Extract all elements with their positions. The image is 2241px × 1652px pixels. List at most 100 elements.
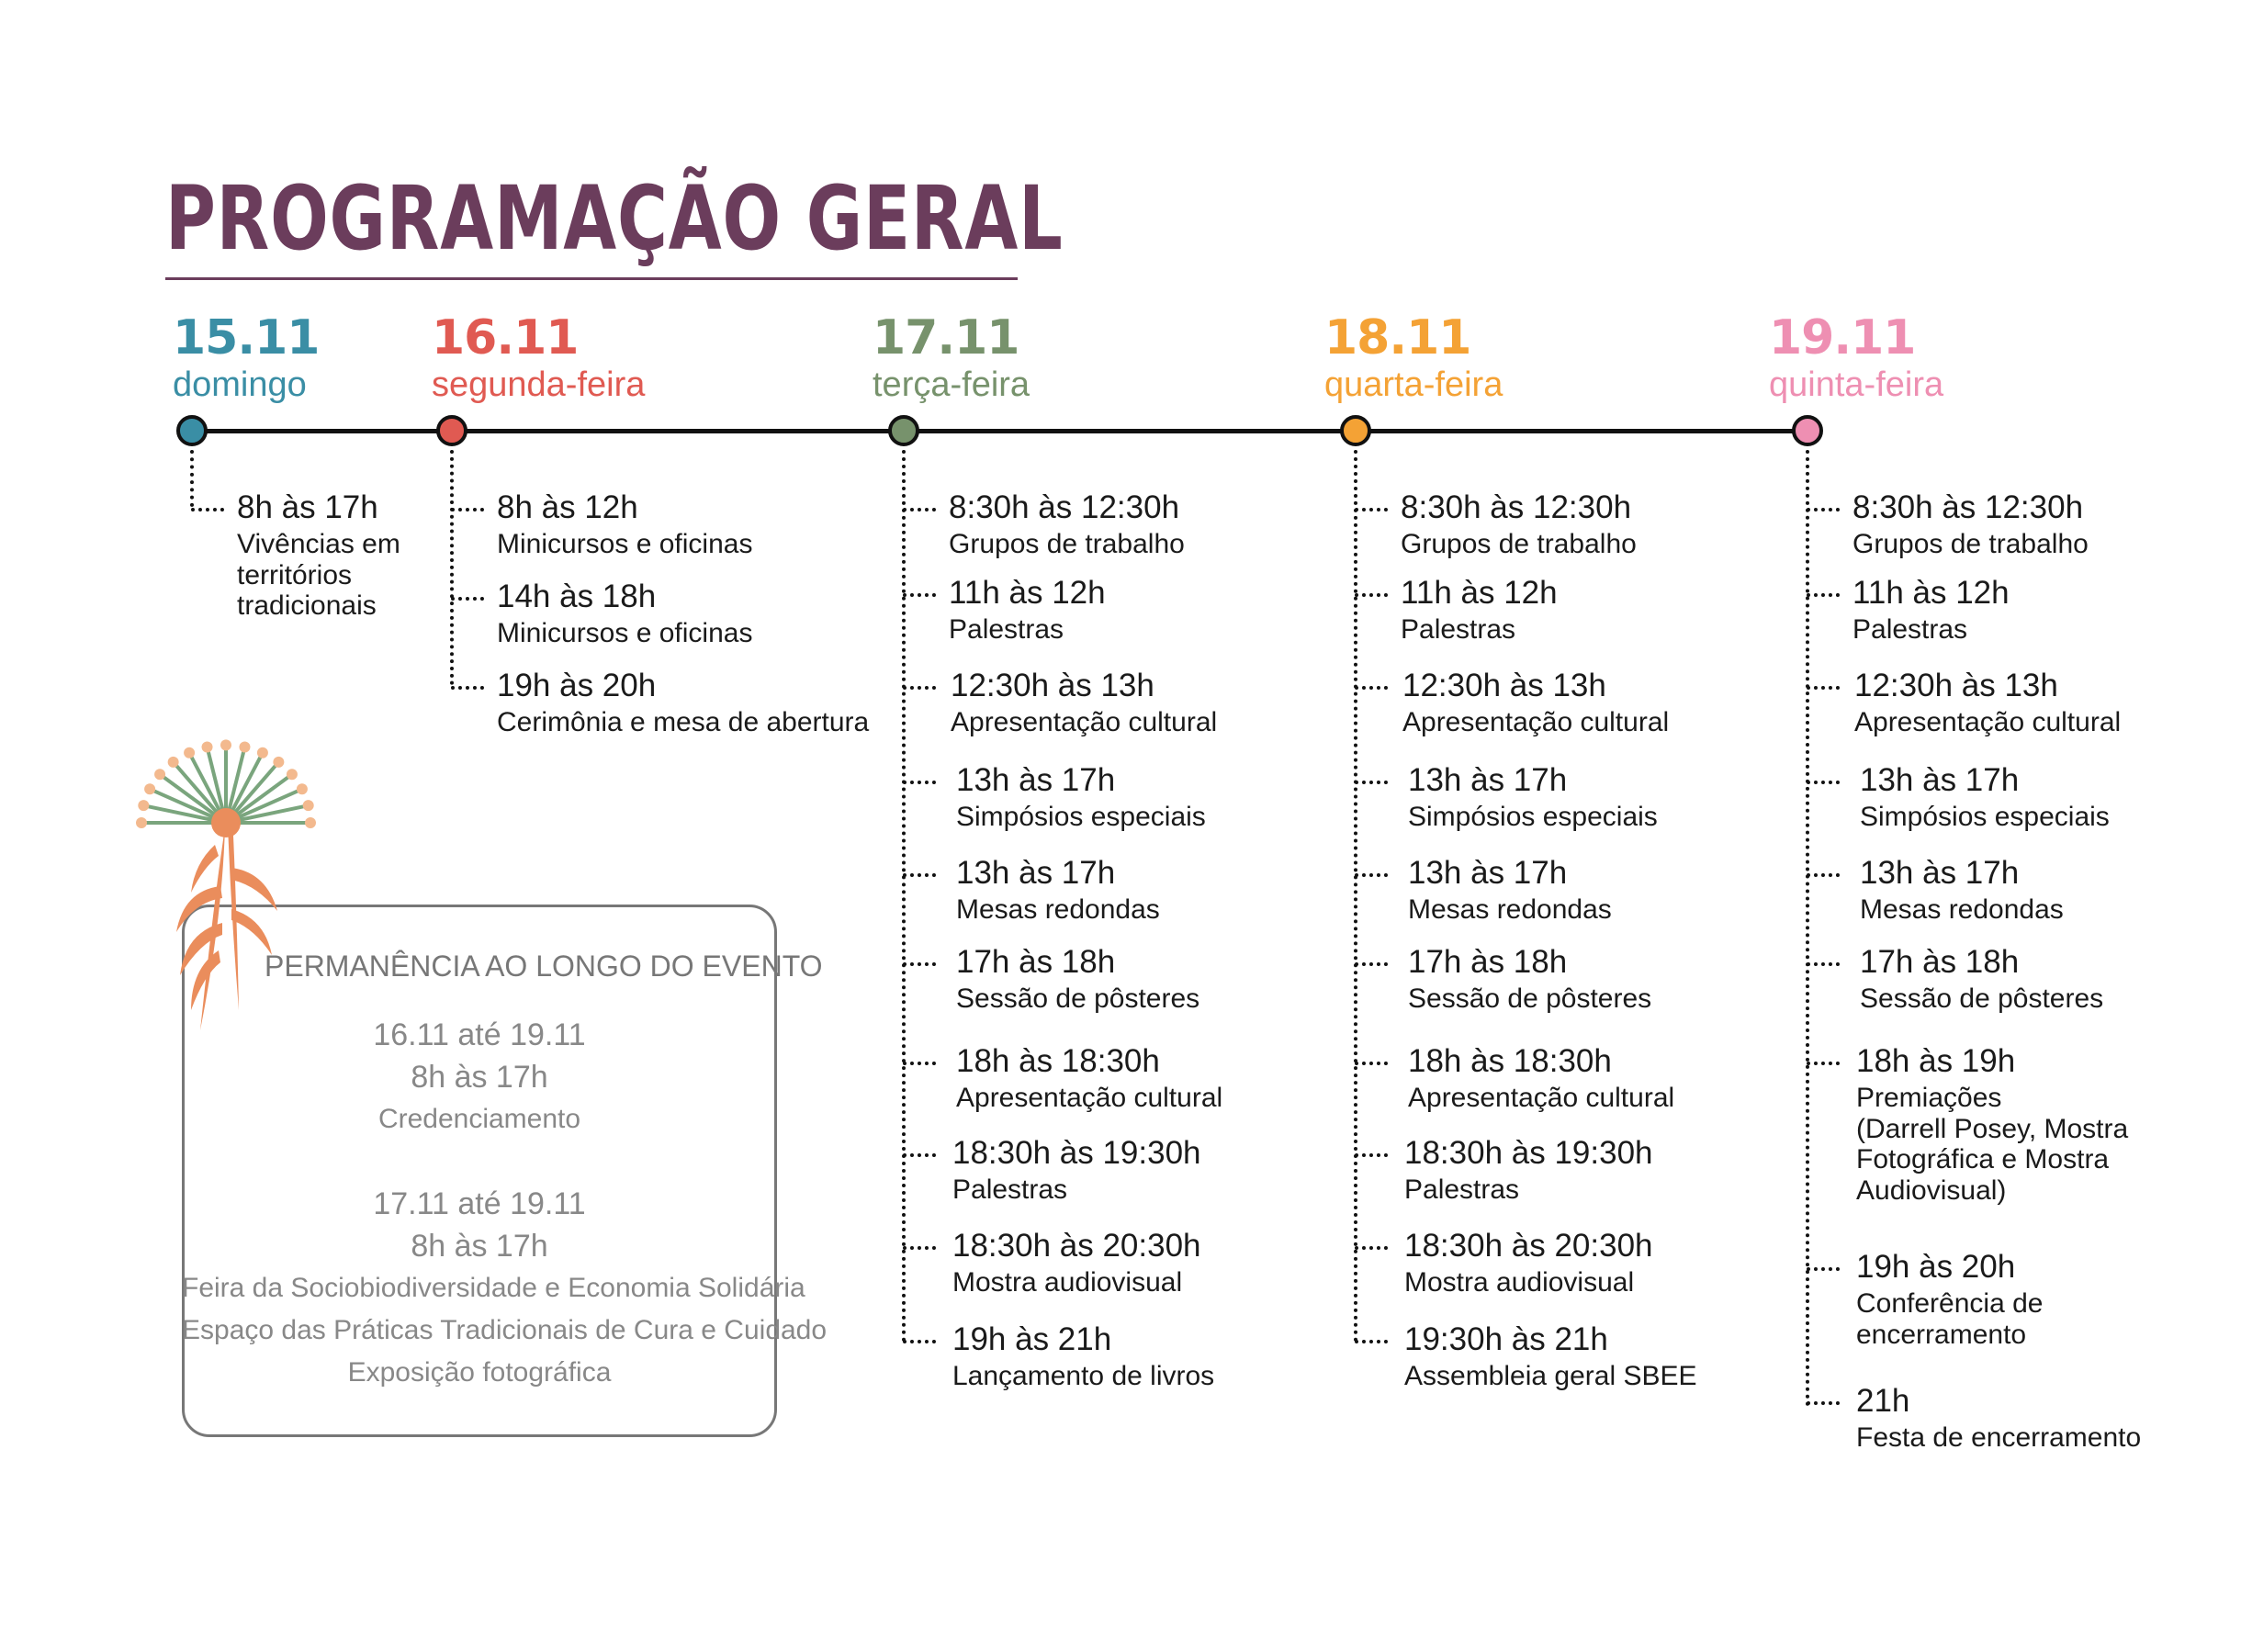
event-time: 8:30h às 12:30h [1401, 489, 1632, 525]
event-time: 13h às 17h [956, 855, 1116, 891]
timeline-dot-19-11 [1792, 415, 1823, 446]
permanence-hours: 8h às 17h [411, 1060, 548, 1095]
event-connector [903, 962, 936, 966]
event-connector [451, 508, 484, 511]
plant-ray-tip [184, 747, 196, 759]
event-time: 18h às 19h [1856, 1043, 2016, 1079]
event-17-11: 18:30h às 20:30h Mostra audiovisual [903, 1228, 1201, 1298]
permanence-dates: 16.11 até 19.11 [373, 1017, 586, 1052]
event-19-11: 21h Festa de encerramento [1807, 1383, 2142, 1454]
event-time: 8h às 12h [497, 489, 638, 525]
plant-stems [176, 826, 277, 1030]
event-desc: Palestras [952, 1174, 1068, 1205]
event-18-11: 17h às 18h Sessão de pôsteres [1355, 944, 1652, 1015]
plant-ray-tip [273, 756, 285, 768]
plant-ray-tip [154, 769, 166, 781]
event-connector [1807, 686, 1840, 690]
event-connector [1807, 1267, 1840, 1271]
event-16-11: 8h às 12h Minicursos e oficinas [451, 489, 752, 560]
event-18-11: 19:30h às 21h Assembleia geral SBEE [1355, 1323, 1697, 1392]
event-17-11: 13h às 17h Mesas redondas [903, 855, 1160, 926]
event-16-11: 19h às 20h Cerimônia e mesa de abertura [451, 668, 869, 738]
event-18-11: 12:30h às 13h Apresentação cultural [1355, 669, 1670, 738]
event-connector [1807, 508, 1840, 511]
day-connector [902, 450, 906, 1343]
event-connector [1807, 1401, 1840, 1405]
day-weekday: quarta-feira [1324, 365, 1503, 404]
event-desc: Palestras [949, 614, 1064, 645]
event-connector [1355, 873, 1388, 877]
event-time: 14h às 18h [497, 579, 657, 614]
event-desc: Mostra audiovisual [952, 1267, 1183, 1298]
plant-center [211, 808, 241, 837]
event-17-11: 13h às 17h Simpósios especiais [903, 764, 1206, 833]
event-17-11: 19h às 21h Lançamento de livros [903, 1321, 1215, 1392]
event-connector [451, 597, 484, 601]
event-connector [1355, 781, 1388, 784]
event-19-11: 13h às 17h Simpósios especiais [1807, 762, 2110, 833]
permanence-box [182, 905, 777, 1437]
event-time: 13h às 17h [1860, 762, 2020, 798]
permanence-item: Espaço das Práticas Tradicionais de Cura… [182, 1315, 828, 1345]
event-time: 19h às 20h [1856, 1249, 2016, 1285]
day-header-15-11: 15.11 domingo [173, 314, 320, 404]
event-connector [903, 508, 936, 511]
event-desc: Lançamento de livros [952, 1361, 1215, 1391]
event-desc: Festa de encerramento [1856, 1422, 2142, 1453]
event-time: 19h às 21h [952, 1321, 1112, 1357]
event-time: 8h às 17h [237, 489, 378, 525]
event-19-11: 19h às 20h Conferência de encerramento [1807, 1249, 2043, 1350]
event-desc: Mesas redondas [1408, 894, 1612, 925]
event-17-11: 12:30h às 13h Apresentação cultural [903, 669, 1218, 738]
event-19-11: 18h às 19h Premiações (Darrell Posey, Mo… [1807, 1043, 2129, 1206]
event-17-11: 18:30h às 19:30h Palestras [903, 1137, 1201, 1206]
event-time: 8:30h às 12:30h [1852, 489, 2084, 525]
event-time: 13h às 17h [1860, 855, 2020, 891]
event-desc: Simpósios especiais [1860, 802, 2110, 832]
timeline-dot-16-11 [436, 415, 467, 446]
day-weekday: domingo [173, 365, 307, 404]
event-desc: Premiações (Darrell Posey, Mostra Fotogr… [1856, 1083, 2129, 1206]
event-desc: Apresentação cultural [956, 1083, 1223, 1113]
plant-ray-tip [286, 769, 298, 781]
timeline-line [188, 429, 1805, 433]
plant-ray-tip [136, 817, 147, 828]
event-time: 11h às 12h [949, 575, 1106, 611]
event-desc: Sessão de pôsteres [1408, 983, 1652, 1014]
event-time: 11h às 12h [1852, 575, 2010, 611]
event-time: 18:30h às 20:30h [952, 1228, 1201, 1264]
event-desc: Grupos de trabalho [949, 529, 1185, 559]
day-header-17-11: 17.11 terça-feira [873, 314, 1030, 402]
event-desc: Mesas redondas [1860, 894, 2064, 925]
event-time: 18:30h às 19:30h [1404, 1135, 1653, 1171]
event-desc: Apresentação cultural [1402, 707, 1670, 737]
plant-illustration [136, 739, 316, 1030]
event-time: 21h [1856, 1383, 1910, 1419]
event-18-11: 11h às 12h Palestras [1355, 577, 1558, 646]
event-desc: Grupos de trabalho [1401, 529, 1637, 559]
event-19-11: 17h às 18h Sessão de pôsteres [1807, 944, 2103, 1015]
event-time: 18:30h às 20:30h [1404, 1228, 1653, 1264]
day-weekday: quinta-feira [1769, 365, 1944, 404]
event-time: 17h às 18h [1408, 944, 1568, 980]
event-connector [1355, 1340, 1388, 1343]
day-header-18-11: 18.11 quarta-feira [1324, 314, 1503, 402]
event-desc: Simpósios especiais [956, 802, 1206, 832]
day-date: 17.11 [873, 310, 1019, 365]
title-underline [165, 277, 1018, 280]
event-time: 19h às 20h [497, 668, 657, 703]
event-time: 13h às 17h [1408, 855, 1568, 891]
event-17-11: 17h às 18h Sessão de pôsteres [903, 946, 1199, 1015]
plant-ray-tip [144, 783, 156, 795]
event-connector [903, 593, 936, 597]
event-connector [1807, 1062, 1840, 1065]
plant-ray-tip [167, 756, 179, 768]
event-18-11: 8:30h às 12:30h Grupos de trabalho [1355, 489, 1637, 560]
timeline-dot-15-11 [176, 415, 208, 446]
plant-ray-tip [256, 747, 268, 759]
event-connector [1355, 1246, 1388, 1250]
event-desc: Apresentação cultural [951, 707, 1218, 737]
event-connector [903, 873, 936, 877]
event-15-11: 8h às 17h Vivências em territórios tradi… [191, 489, 400, 622]
event-time: 17h às 18h [1860, 944, 2020, 980]
